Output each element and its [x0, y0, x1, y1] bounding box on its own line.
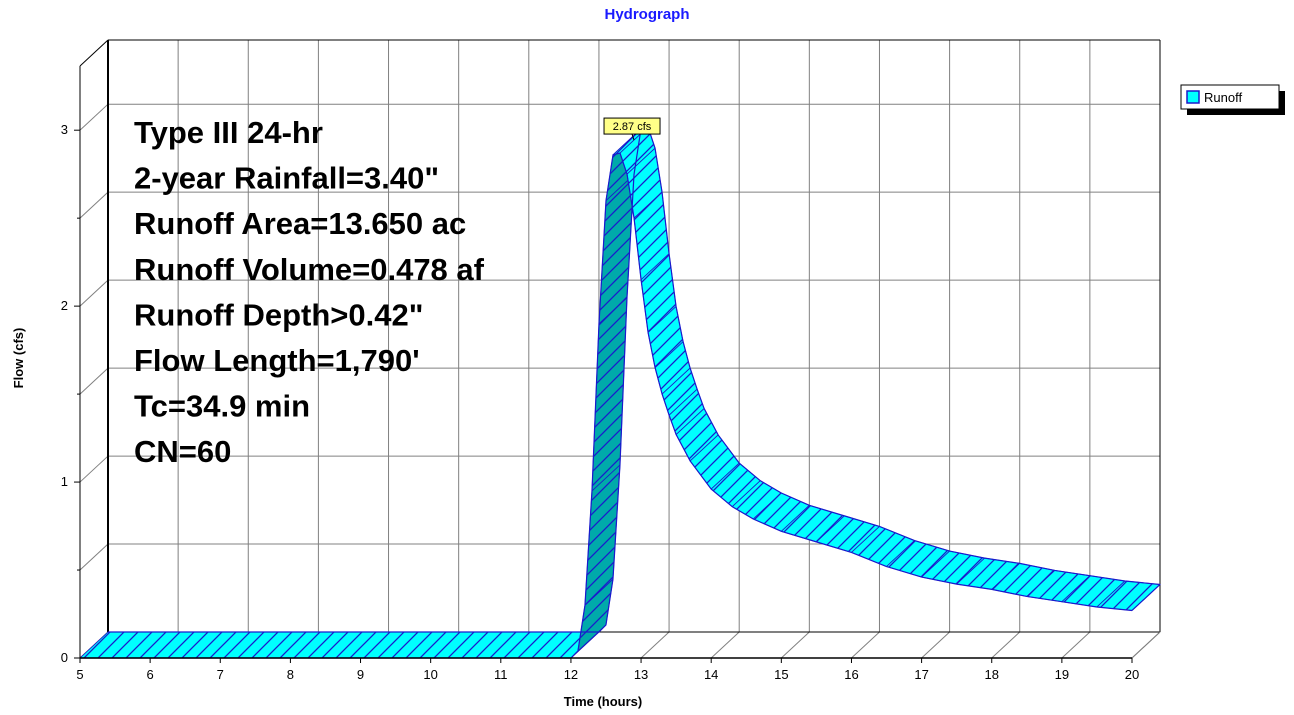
legend-swatch: [1186, 90, 1200, 104]
x-axis-label: Time (hours): [564, 694, 643, 709]
y-tick-label: 3: [61, 122, 68, 137]
annotation-line: Runoff Volume=0.478 af: [134, 252, 485, 287]
x-tick-label: 6: [147, 667, 154, 682]
annotation-line: 2-year Rainfall=3.40": [134, 161, 439, 196]
x-tick-label: 16: [844, 667, 858, 682]
series-back-edge: [108, 126, 1161, 633]
legend-label: Runoff: [1204, 90, 1242, 105]
peak-label-box: [603, 117, 661, 135]
x-tick-label: 19: [1055, 667, 1069, 682]
x-tick-label: 8: [287, 667, 294, 682]
peak-label-pointer: [631, 133, 635, 141]
chart-title: Hydrograph: [604, 6, 689, 23]
x-tick-label: 20: [1125, 667, 1139, 682]
peak-label: 2.87 cfs: [603, 117, 661, 141]
y-tick-label: 2: [61, 298, 68, 313]
wall-line: [79, 455, 109, 483]
annotation-line: Runoff Depth>0.42": [134, 297, 423, 332]
floor-line: [921, 631, 950, 659]
annotation-line: Type III 24-hr: [134, 115, 323, 150]
peak-label-text: 2.87 cfs: [613, 121, 652, 133]
wall-line: [79, 279, 109, 307]
x-tick-label: 12: [564, 667, 578, 682]
x-tick-label: 18: [984, 667, 998, 682]
floor-right-edge: [1131, 631, 1161, 659]
x-tick-label: 11: [494, 667, 508, 682]
x-tick-label: 10: [423, 667, 437, 682]
legend: Runoff: [1180, 84, 1285, 115]
annotation-line: Runoff Area=13.650 ac: [134, 206, 466, 241]
annotation-line: Flow Length=1,790': [134, 343, 420, 378]
wall-line: [79, 543, 109, 571]
annotation-block: Type III 24-hr 2-year Rainfall=3.40" Runof…: [134, 115, 485, 469]
series-end-cap: [1131, 584, 1161, 611]
ribbon-segment: [78, 631, 600, 659]
x-tick-label: 15: [774, 667, 788, 682]
floor-line: [851, 631, 880, 659]
wall-line: [79, 191, 109, 219]
series-front-edge: [80, 152, 1133, 659]
x-tick-label: 7: [217, 667, 224, 682]
floor-line: [780, 631, 810, 659]
y-tick-label: 0: [61, 650, 68, 665]
y-axis-label: Flow (cfs): [11, 328, 26, 389]
floor-line: [991, 631, 1021, 659]
floor-line: [640, 631, 670, 659]
annotation-line: CN=60: [134, 434, 231, 469]
floor-line: [710, 631, 740, 659]
wall-line: [79, 103, 109, 131]
top-left-depth-edge: [79, 39, 109, 67]
x-tick-label: 9: [357, 667, 364, 682]
annotation-line: Tc=34.9 min: [134, 389, 310, 424]
x-tick-label: 14: [704, 667, 718, 682]
x-tick-label: 17: [914, 667, 928, 682]
x-tick-label: 13: [634, 667, 648, 682]
x-tick-label: 5: [76, 667, 83, 682]
floor-line: [1061, 631, 1091, 659]
series-runoff: [78, 126, 1161, 659]
wall-line: [79, 367, 109, 395]
y-tick-label: 1: [61, 474, 68, 489]
